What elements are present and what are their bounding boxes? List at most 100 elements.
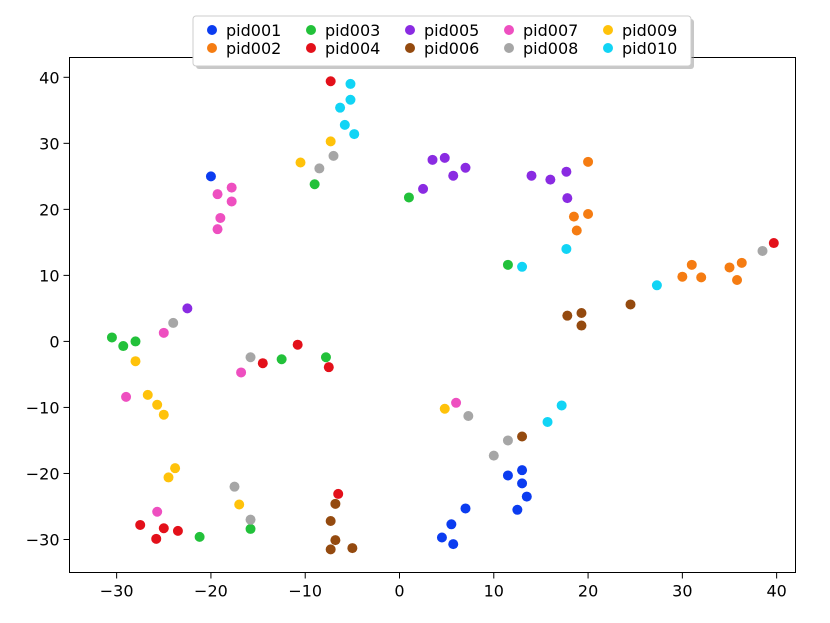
point-pid010-2 <box>335 102 346 113</box>
point-pid004-0 <box>325 76 336 87</box>
y-tick-label: 20 <box>39 200 59 219</box>
point-pid006-3 <box>576 320 587 331</box>
point-pid008-7 <box>502 435 513 446</box>
point-pid007-7 <box>236 367 247 378</box>
x-tick-label: 20 <box>578 582 598 601</box>
point-pid005-0 <box>427 154 438 165</box>
point-pid010-3 <box>339 119 350 130</box>
point-pid003-3 <box>106 332 117 343</box>
point-pid010-4 <box>349 129 360 140</box>
point-pid006-7 <box>330 535 341 546</box>
legend-marker-pid007 <box>504 25 514 35</box>
point-pid010-5 <box>561 243 572 254</box>
point-pid004-8 <box>172 525 183 536</box>
point-pid003-0 <box>403 192 414 203</box>
point-pid007-9 <box>152 506 163 517</box>
point-pid003-1 <box>309 179 320 190</box>
y-tick-label: −20 <box>26 464 60 483</box>
legend-label-pid010: pid010 <box>622 39 677 58</box>
legend-marker-pid003 <box>306 25 316 35</box>
point-pid008-3 <box>168 317 179 328</box>
point-pid001-4 <box>521 491 532 502</box>
legend-marker-pid002 <box>207 43 217 53</box>
point-pid002-9 <box>732 275 743 286</box>
point-pid002-8 <box>736 257 747 268</box>
point-pid001-6 <box>460 503 471 514</box>
point-pid002-2 <box>583 208 594 219</box>
point-pid010-8 <box>556 400 567 411</box>
point-pid006-2 <box>576 308 587 319</box>
point-pid003-8 <box>194 531 205 542</box>
point-pid001-0 <box>205 171 216 182</box>
point-pid003-9 <box>245 523 256 534</box>
point-pid001-1 <box>512 504 523 515</box>
point-pid009-2 <box>130 356 141 367</box>
point-pid006-8 <box>325 544 336 555</box>
point-pid004-9 <box>151 533 162 544</box>
point-pid008-1 <box>328 150 339 161</box>
point-pid005-7 <box>561 166 572 177</box>
legend-label-pid005: pid005 <box>424 21 479 40</box>
point-pid010-1 <box>345 94 356 105</box>
point-pid001-7 <box>446 519 457 530</box>
ticks-layer: −30 −20 −10 0 10 20 30 40 −30 −20 −10 0 10 20 30 40 <box>26 68 787 600</box>
y-tick-label: 40 <box>39 68 59 87</box>
legend-label-pid004: pid004 <box>325 39 380 58</box>
point-pid009-1 <box>295 157 306 168</box>
legend-marker-pid001 <box>207 25 217 35</box>
y-tick-label: 0 <box>49 332 59 351</box>
point-pid001-9 <box>448 539 459 550</box>
legend-marker-pid006 <box>405 43 415 53</box>
point-pid001-2 <box>517 465 528 476</box>
point-pid006-1 <box>562 310 573 321</box>
point-pid004-5 <box>333 488 344 499</box>
point-pid009-5 <box>158 409 169 420</box>
point-pid004-3 <box>257 358 268 369</box>
x-tick-label: −10 <box>288 582 322 601</box>
point-pid004-7 <box>158 523 169 534</box>
point-pid008-8 <box>229 481 240 492</box>
legend-label-pid002: pid002 <box>226 39 281 58</box>
point-pid009-4 <box>152 399 163 410</box>
point-pid008-6 <box>488 450 499 461</box>
point-pid003-5 <box>130 336 141 347</box>
legend-label-pid006: pid006 <box>424 39 479 58</box>
point-pid005-3 <box>448 170 459 181</box>
points-layer <box>106 76 779 555</box>
legend-label-pid008: pid008 <box>523 39 578 58</box>
point-pid004-2 <box>292 339 303 350</box>
legend-marker-pid008 <box>504 43 514 53</box>
point-pid002-3 <box>571 225 582 236</box>
legend-marker-pid009 <box>603 25 613 35</box>
point-pid007-5 <box>158 327 169 338</box>
point-pid006-9 <box>347 543 358 554</box>
point-pid010-6 <box>517 261 528 272</box>
legend-marker-pid004 <box>306 43 316 53</box>
y-tick-label: 10 <box>39 266 59 285</box>
point-pid003-4 <box>118 341 129 352</box>
point-pid005-2 <box>418 183 429 194</box>
point-pid007-6 <box>121 391 132 402</box>
point-pid004-6 <box>135 519 146 530</box>
point-pid003-2 <box>502 259 513 270</box>
point-pid006-4 <box>517 431 528 442</box>
point-pid002-4 <box>677 271 688 282</box>
point-pid001-5 <box>502 470 513 481</box>
legend-label-pid009: pid009 <box>622 21 677 40</box>
plot-frame <box>69 57 796 573</box>
x-tick-label: 0 <box>394 582 404 601</box>
point-pid009-6 <box>439 403 450 414</box>
point-pid010-9 <box>542 416 553 427</box>
x-tick-label: −20 <box>194 582 228 601</box>
legend-label-pid001: pid001 <box>226 21 281 40</box>
point-pid002-5 <box>686 259 697 270</box>
point-pid003-7 <box>320 352 331 363</box>
point-pid005-6 <box>545 174 556 185</box>
x-tick-label: 40 <box>766 582 786 601</box>
point-pid010-7 <box>651 280 662 291</box>
point-pid006-0 <box>625 299 636 310</box>
point-pid004-4 <box>323 362 334 373</box>
point-pid007-0 <box>226 182 237 193</box>
point-pid005-4 <box>460 162 471 173</box>
point-pid005-5 <box>526 170 537 181</box>
